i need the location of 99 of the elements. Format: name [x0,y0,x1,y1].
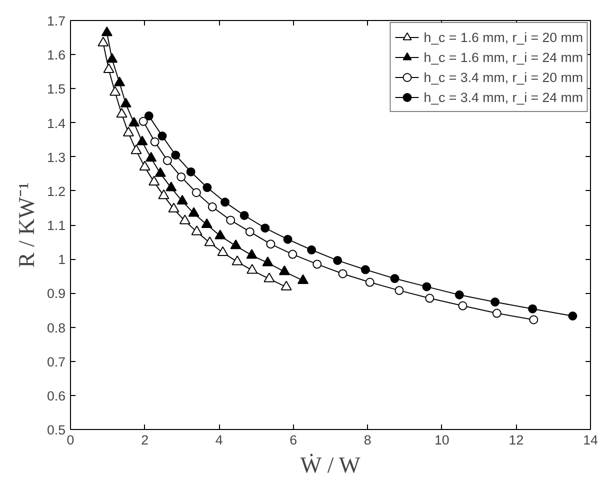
x-axis-title: Ẇ / W [300,452,361,478]
x-tick-label: 8 [364,432,372,448]
x-tick-label: 4 [215,432,224,448]
y-tick-label: 1 [58,252,66,268]
point [529,315,538,324]
y-tick-label: 0.8 [46,320,66,336]
point [288,250,298,259]
point [226,216,236,225]
point [144,111,154,120]
point [245,227,254,236]
point [280,280,292,290]
point [492,308,502,318]
point [130,144,142,154]
point [425,294,434,303]
y-tick-label: 0.7 [46,354,66,370]
legend-label: h_c = 3.4 mm, r_i = 20 mm [424,70,583,84]
legend-label: h_c = 3.4 mm, r_i = 24 mm [424,90,583,104]
point [214,230,226,240]
point [260,224,270,233]
x-tick-label: 6 [290,432,298,448]
y-tick-label: 1.1 [46,218,66,233]
point [120,98,132,108]
point [240,210,249,220]
point [298,274,309,284]
point [454,290,464,300]
point [166,182,177,192]
y-tick-label: 1.6 [46,48,66,63]
point [128,116,140,126]
point [312,260,322,269]
point [188,207,200,217]
point [360,265,370,274]
point [110,86,121,96]
y-tick-label: 1.5 [46,82,66,97]
point [208,202,217,212]
point [365,278,374,287]
point [490,298,500,307]
point [307,245,316,254]
point [192,188,201,198]
y-tick-label: 0.6 [46,388,66,404]
point [158,189,170,200]
x-tick-label: 10 [434,432,450,448]
y-tick-label: 1.2 [46,184,66,199]
point [162,156,172,166]
point [114,76,126,86]
point [262,256,274,266]
point [283,234,292,244]
point [138,116,148,126]
point [333,256,342,265]
point [278,265,290,276]
x-tick-label: 0 [66,432,74,448]
point [191,226,202,236]
point [568,312,578,320]
point [458,301,468,310]
point [148,176,160,186]
point [146,152,157,162]
x-tick-label: 14 [583,432,598,448]
point [217,246,228,256]
y-tick-label: 1.7 [46,14,66,28]
point [171,150,180,160]
point [202,183,212,192]
y-tick-label: 1.3 [46,150,66,165]
point [422,282,432,292]
point [390,274,400,284]
point [220,198,230,207]
point [154,167,166,177]
point [116,108,128,118]
point [204,236,216,246]
point [103,63,114,73]
point [264,272,275,282]
point [230,240,242,250]
point [179,214,190,224]
point [150,137,160,146]
point [246,264,258,274]
point [201,218,212,228]
x-tick-label: 2 [141,432,148,448]
point [136,136,148,146]
point [266,240,276,249]
point [106,53,118,63]
point [338,269,348,278]
legend-label: h_c = 1.6 mm, r_i = 24 mm [424,50,583,64]
x-tick-label: 12 [508,432,524,448]
legend-label: h_c = 1.6 mm, r_i = 20 mm [424,30,583,44]
point [176,194,188,205]
point [122,126,134,136]
point [139,160,150,170]
point [246,249,258,259]
y-tick-label: 0.9 [46,286,66,302]
point [528,304,538,314]
point [98,36,109,46]
y-axis-title: R / KW⁻¹ [14,182,39,268]
point [101,26,112,36]
point [186,167,196,176]
point [394,286,404,295]
point [232,256,243,266]
point [168,202,180,212]
y-tick-label: 0.5 [46,422,66,438]
point [176,172,186,182]
point [158,132,167,141]
y-tick-label: 1.4 [46,116,66,131]
